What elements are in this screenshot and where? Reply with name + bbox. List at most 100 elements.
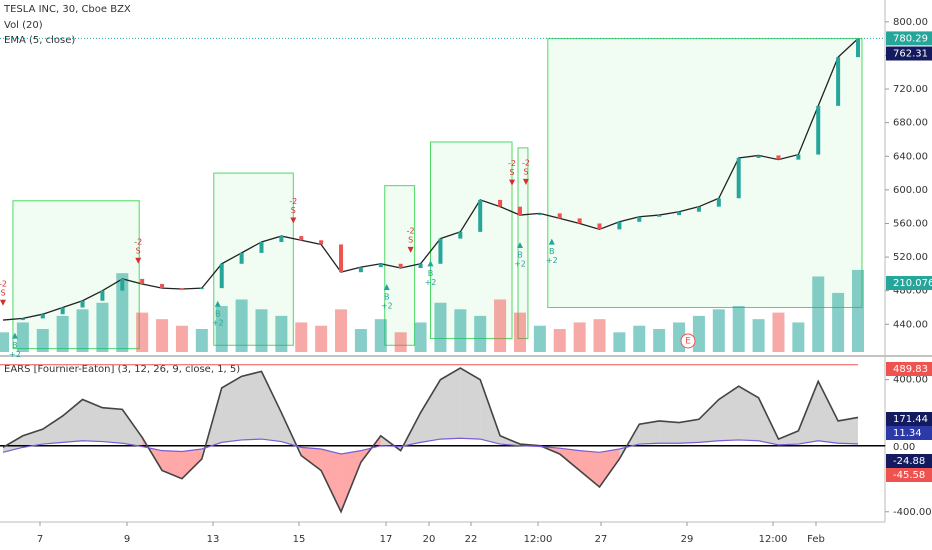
signal-kind: S	[0, 288, 5, 297]
y-tick-label: -400.00	[893, 507, 932, 518]
candle	[80, 300, 85, 308]
y-tick-label: 480.00	[893, 286, 928, 297]
y-tick-label: 400.00	[893, 375, 928, 386]
title: TESLA INC, 30, Cboe BZX	[3, 4, 131, 15]
volume-bar	[573, 322, 586, 352]
candle	[319, 240, 324, 245]
candle	[438, 238, 443, 264]
candle	[219, 263, 224, 289]
signal-count: +2	[381, 301, 393, 310]
position-box	[547, 38, 863, 308]
ears-fill	[321, 449, 342, 512]
y-tick-label: 800.00	[893, 17, 928, 28]
signal-count: +2	[514, 259, 526, 268]
volume-bar	[56, 315, 69, 352]
ears-fill	[82, 399, 103, 442]
volume-bar	[852, 269, 864, 352]
volume-bar	[712, 309, 725, 352]
candle	[498, 199, 503, 207]
signal-arrow	[427, 260, 434, 267]
volume-bar	[36, 329, 49, 352]
signal-kind: S	[523, 167, 528, 176]
candle	[120, 278, 125, 291]
signal-kind: B	[517, 250, 523, 259]
candle	[776, 155, 781, 160]
volume-bar	[116, 273, 129, 352]
signal-arrow	[522, 178, 529, 185]
volume-bar	[494, 299, 507, 352]
y-tick-label: 600.00	[893, 185, 928, 196]
indicator-tag	[886, 426, 932, 440]
ears-fill	[221, 376, 242, 443]
x-tick-label: 13	[207, 534, 220, 545]
x-tick-label: 12:00	[524, 534, 553, 545]
volume-bar	[832, 292, 845, 352]
volume-bar	[633, 325, 646, 352]
signal-kind: B	[549, 247, 555, 256]
signal-kind: B	[12, 341, 18, 350]
volume-bar	[394, 332, 407, 352]
ears-fill	[341, 450, 361, 512]
volume-bar	[553, 329, 566, 352]
signal-arrow	[383, 283, 390, 290]
ears-fill	[241, 371, 262, 440]
ears-fill	[818, 381, 839, 444]
volume-bar	[533, 325, 546, 352]
x-tick-label: Feb	[807, 534, 825, 545]
volume-bar	[255, 309, 268, 352]
candle	[597, 223, 602, 230]
indicator-tag	[886, 454, 932, 468]
candle	[657, 215, 662, 217]
candle	[816, 105, 821, 155]
candle	[378, 263, 383, 268]
volume-bar	[374, 319, 387, 352]
ears-fill	[42, 415, 63, 445]
indicator-tag-label: 11.34	[893, 428, 922, 439]
x-tick-label: 9	[124, 534, 130, 545]
candle	[179, 288, 184, 290]
signal-count: -2	[522, 158, 530, 167]
ears-fill	[778, 430, 799, 445]
signal-arrow	[548, 238, 555, 245]
volume-bar	[752, 319, 765, 352]
signal-kind: S	[509, 168, 514, 177]
ears-fill	[460, 368, 481, 440]
volume-bar	[0, 332, 9, 352]
signal-arrow	[11, 332, 18, 339]
ears-fill	[698, 399, 719, 443]
volume-bar	[653, 329, 666, 352]
x-tick-label: 20	[423, 534, 436, 545]
candle	[577, 218, 582, 224]
signal-arrow	[0, 299, 6, 306]
ears-fill	[559, 448, 580, 471]
price-tag-label: 762.31	[893, 49, 928, 60]
signal-kind: S	[136, 246, 141, 255]
candle	[100, 290, 105, 301]
signal-kind: S	[291, 206, 296, 215]
indicator-tag	[886, 440, 932, 454]
candle	[239, 252, 244, 264]
x-tick-label: 15	[293, 534, 306, 545]
candle	[339, 244, 344, 273]
volume-bar	[474, 315, 487, 352]
candle	[856, 38, 860, 58]
volume-bar	[215, 306, 228, 352]
x-tick-label: 17	[380, 534, 393, 545]
volume-bar	[692, 315, 705, 352]
signal-kind: S	[408, 235, 413, 244]
volume-bar	[454, 309, 467, 352]
ears-fill	[599, 449, 620, 487]
signal-arrow	[407, 246, 414, 253]
signal-count: -2	[0, 279, 7, 288]
candle	[478, 199, 483, 232]
candle	[557, 213, 562, 219]
ears-fill	[301, 447, 322, 471]
ears-fill	[440, 368, 461, 440]
signal-arrow	[214, 300, 221, 307]
indicator-tag	[886, 362, 932, 376]
volume-bar	[335, 309, 348, 352]
signal-count: +2	[212, 318, 224, 327]
indicator-tag-label: -45.58	[893, 470, 925, 481]
x-tick-label: 12:00	[759, 534, 788, 545]
